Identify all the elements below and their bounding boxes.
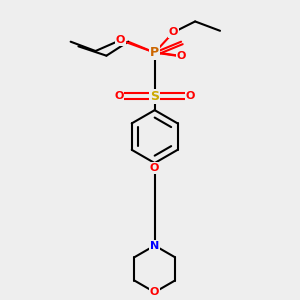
- Text: O: O: [114, 91, 124, 101]
- Text: O: O: [186, 91, 195, 101]
- Text: O: O: [150, 163, 159, 173]
- Text: S: S: [150, 90, 159, 103]
- Text: N: N: [150, 241, 159, 250]
- Text: P: P: [150, 46, 159, 59]
- Text: O: O: [150, 287, 159, 297]
- Text: O: O: [176, 51, 186, 61]
- Text: O: O: [169, 27, 178, 37]
- Text: O: O: [116, 35, 125, 45]
